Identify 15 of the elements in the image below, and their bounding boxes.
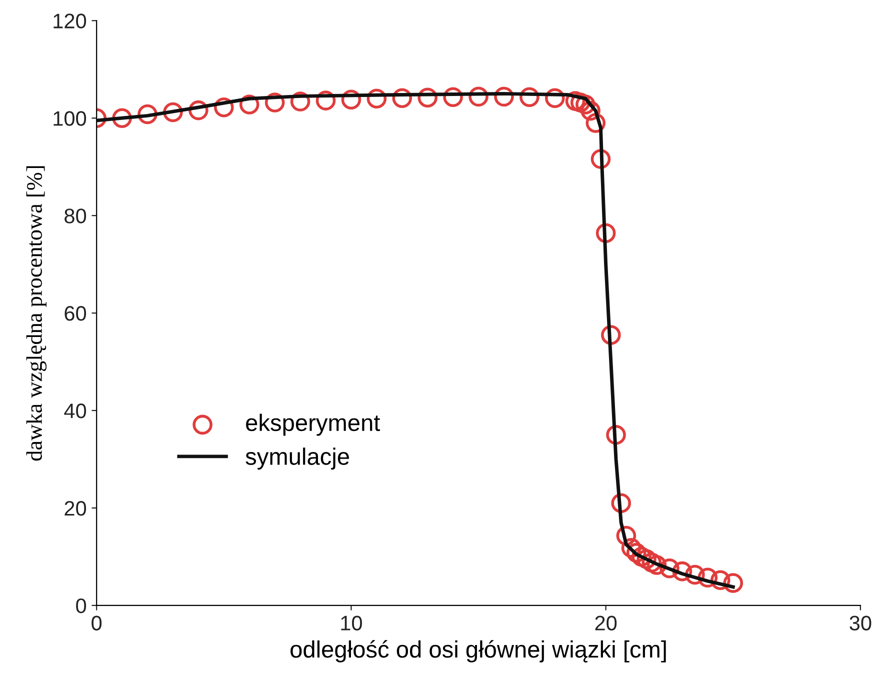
y-axis-title: dawka względna procentowa [%]	[26, 166, 47, 461]
x-tick-label: 20	[595, 616, 617, 630]
x-tick-label: 10	[341, 616, 362, 630]
x-tick-label: 0	[92, 616, 102, 630]
legend-label: symulacje	[246, 448, 349, 470]
y-tick-label: 60	[64, 306, 86, 321]
y-tick-label: 40	[64, 404, 86, 418]
y-tick-label: 20	[64, 500, 86, 516]
y-tick-label: 120	[54, 14, 86, 28]
x-axis-title: odległość od osi głównej wiązki [cm]	[290, 640, 666, 662]
x-tick-label: 30	[850, 616, 872, 630]
y-tick-label: 100	[54, 111, 86, 126]
legend-label: eksperyment	[246, 414, 380, 436]
y-tick-label: 0	[76, 598, 86, 614]
y-tick-label: 80	[64, 208, 86, 224]
